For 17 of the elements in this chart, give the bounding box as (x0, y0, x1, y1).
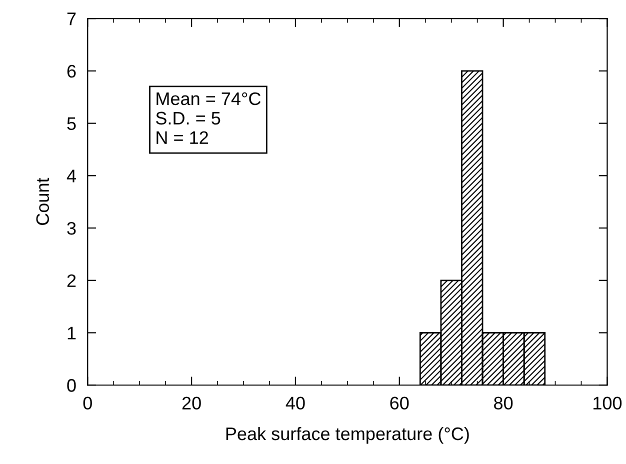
y-tick-label: 4 (66, 170, 76, 182)
y-tick-label: 5 (67, 117, 76, 130)
y-tick-label: 6 (67, 64, 76, 78)
y-axis-title: Count (36, 178, 50, 226)
x-tick-label: 80 (494, 396, 513, 410)
y-tick-label: 3 (67, 222, 76, 235)
x-tick-label: 0 (83, 396, 92, 410)
annotation: Mean = 74°C S.D. = 5 N = 12 (156, 92, 261, 144)
x-tick-label: 60 (390, 396, 409, 410)
y-tick-label: 2 (67, 274, 76, 287)
x-axis-title: Peak surface temperature (°C) (226, 426, 469, 444)
x-tick-label: 20 (182, 396, 201, 410)
x-tick-label: 40 (286, 396, 305, 410)
x-tick-label: 100 (594, 396, 622, 410)
y-tick-label: 1 (68, 326, 76, 340)
y-tick-label: 0 (67, 379, 76, 392)
y-tick-label: 7 (67, 12, 76, 26)
